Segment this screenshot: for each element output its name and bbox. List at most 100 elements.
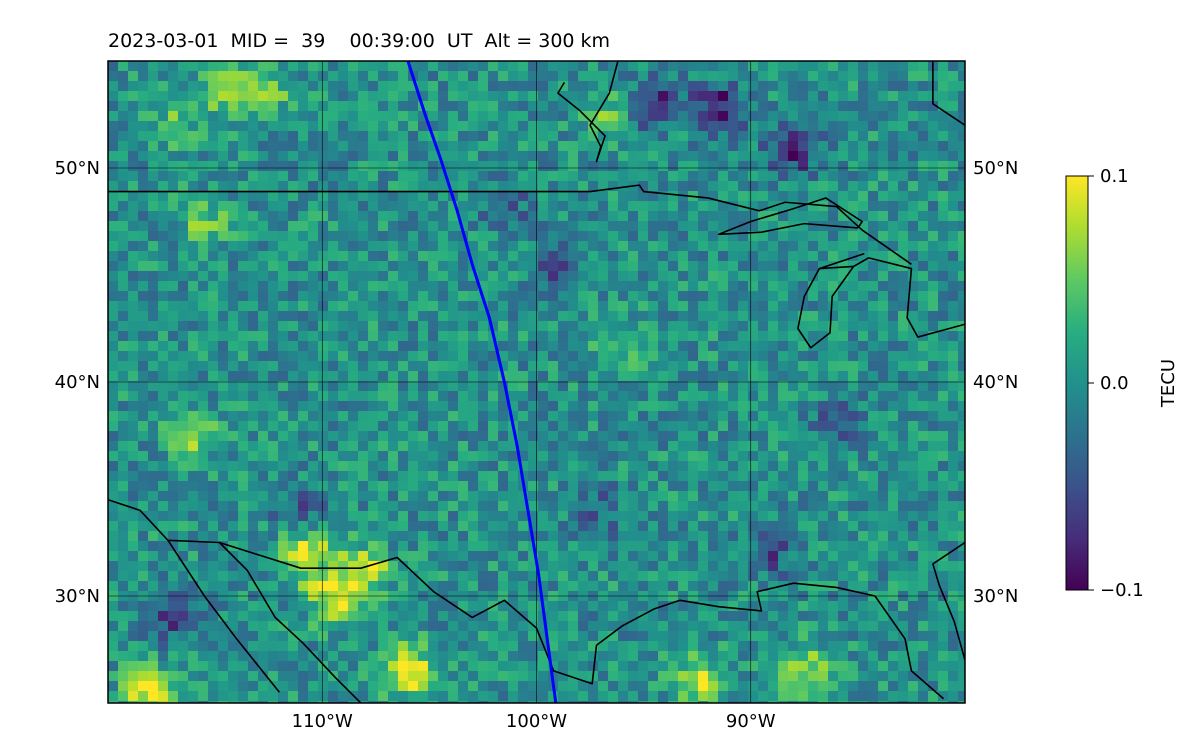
tec-cell — [418, 561, 429, 572]
tec-cell — [418, 621, 429, 632]
tec-cell — [638, 271, 649, 282]
tec-cell — [668, 221, 679, 232]
tec-cell — [398, 301, 409, 312]
tec-cell — [958, 131, 965, 142]
tec-cell — [268, 171, 279, 182]
tec-cell — [958, 91, 965, 102]
tec-cell — [578, 141, 589, 152]
tec-cell — [658, 411, 669, 422]
tec-cell — [748, 211, 759, 222]
tec-cell — [408, 161, 419, 172]
tec-cell — [338, 491, 349, 502]
tec-cell — [348, 341, 359, 352]
tec-cell — [728, 431, 739, 442]
tec-cell — [418, 141, 429, 152]
tec-cell — [438, 451, 449, 462]
tec-cell — [688, 321, 699, 332]
tec-cell — [698, 181, 709, 192]
tec-cell — [598, 421, 609, 432]
tec-cell — [268, 291, 279, 302]
tec-cell — [178, 401, 189, 412]
tec-cell — [518, 621, 529, 632]
tec-cell — [558, 231, 569, 242]
tec-cell — [688, 121, 699, 132]
tec-cell — [278, 631, 289, 642]
tec-cell — [188, 241, 199, 252]
tec-cell — [798, 421, 809, 432]
tec-cell — [738, 521, 749, 532]
tec-cell — [948, 531, 959, 542]
tec-cell — [778, 81, 789, 92]
tec-cell — [578, 471, 589, 482]
tec-cell — [128, 201, 139, 212]
tec-cell — [798, 121, 809, 132]
tec-cell — [128, 371, 139, 382]
tec-cell — [138, 521, 149, 532]
tec-cell — [528, 411, 539, 422]
tec-cell — [518, 171, 529, 182]
tec-cell — [568, 511, 579, 522]
tec-cell — [608, 211, 619, 222]
tec-cell — [408, 421, 419, 432]
tec-cell — [148, 521, 159, 532]
tec-cell — [628, 541, 639, 552]
tec-cell — [528, 341, 539, 352]
tec-cell — [268, 361, 279, 372]
tec-cell — [678, 151, 689, 162]
tec-cell — [498, 131, 509, 142]
tec-cell — [738, 91, 749, 102]
tec-cell — [938, 521, 949, 532]
tec-cell — [698, 511, 709, 522]
tec-cell — [198, 311, 209, 322]
tec-cell — [408, 61, 419, 72]
tec-cell — [378, 371, 389, 382]
tec-cell — [828, 551, 839, 562]
tec-cell — [578, 411, 589, 422]
tec-cell — [378, 441, 389, 452]
tec-cell — [938, 71, 949, 82]
tec-cell — [298, 251, 309, 262]
tec-cell — [938, 151, 949, 162]
tec-cell — [398, 281, 409, 292]
tec-cell — [258, 381, 269, 392]
tec-cell — [578, 431, 589, 442]
tec-cell — [108, 621, 119, 632]
tec-cell — [458, 421, 469, 432]
tec-cell — [488, 421, 499, 432]
tec-cell — [758, 161, 769, 172]
tec-cell — [918, 481, 929, 492]
tec-cell — [768, 531, 779, 542]
tec-cell — [568, 171, 579, 182]
tec-cell — [808, 601, 819, 612]
tec-cell — [918, 241, 929, 252]
tec-cell — [758, 301, 769, 312]
tec-cell — [258, 81, 269, 92]
tec-cell — [328, 221, 339, 232]
tec-cell — [558, 381, 569, 392]
tec-cell — [938, 181, 949, 192]
tec-cell — [618, 301, 629, 312]
tec-cell — [308, 621, 319, 632]
tec-cell — [718, 141, 729, 152]
tec-cell — [888, 351, 899, 362]
tec-cell — [748, 161, 759, 172]
tec-cell — [228, 201, 239, 212]
tec-cell — [498, 501, 509, 512]
tec-cell — [398, 181, 409, 192]
tec-cell — [628, 111, 639, 122]
tec-cell — [868, 171, 879, 182]
tec-cell — [808, 571, 819, 582]
tec-cell — [548, 91, 559, 102]
tec-cell — [688, 251, 699, 262]
tec-cell — [598, 461, 609, 472]
tec-cell — [578, 521, 589, 532]
tec-cell — [408, 221, 419, 232]
tec-cell — [198, 371, 209, 382]
tec-cell — [478, 461, 489, 472]
tec-cell — [958, 611, 965, 622]
tec-cell — [898, 391, 909, 402]
tec-cell — [178, 431, 189, 442]
tec-cell — [548, 541, 559, 552]
tec-cell — [628, 91, 639, 102]
tec-cell — [438, 201, 449, 212]
